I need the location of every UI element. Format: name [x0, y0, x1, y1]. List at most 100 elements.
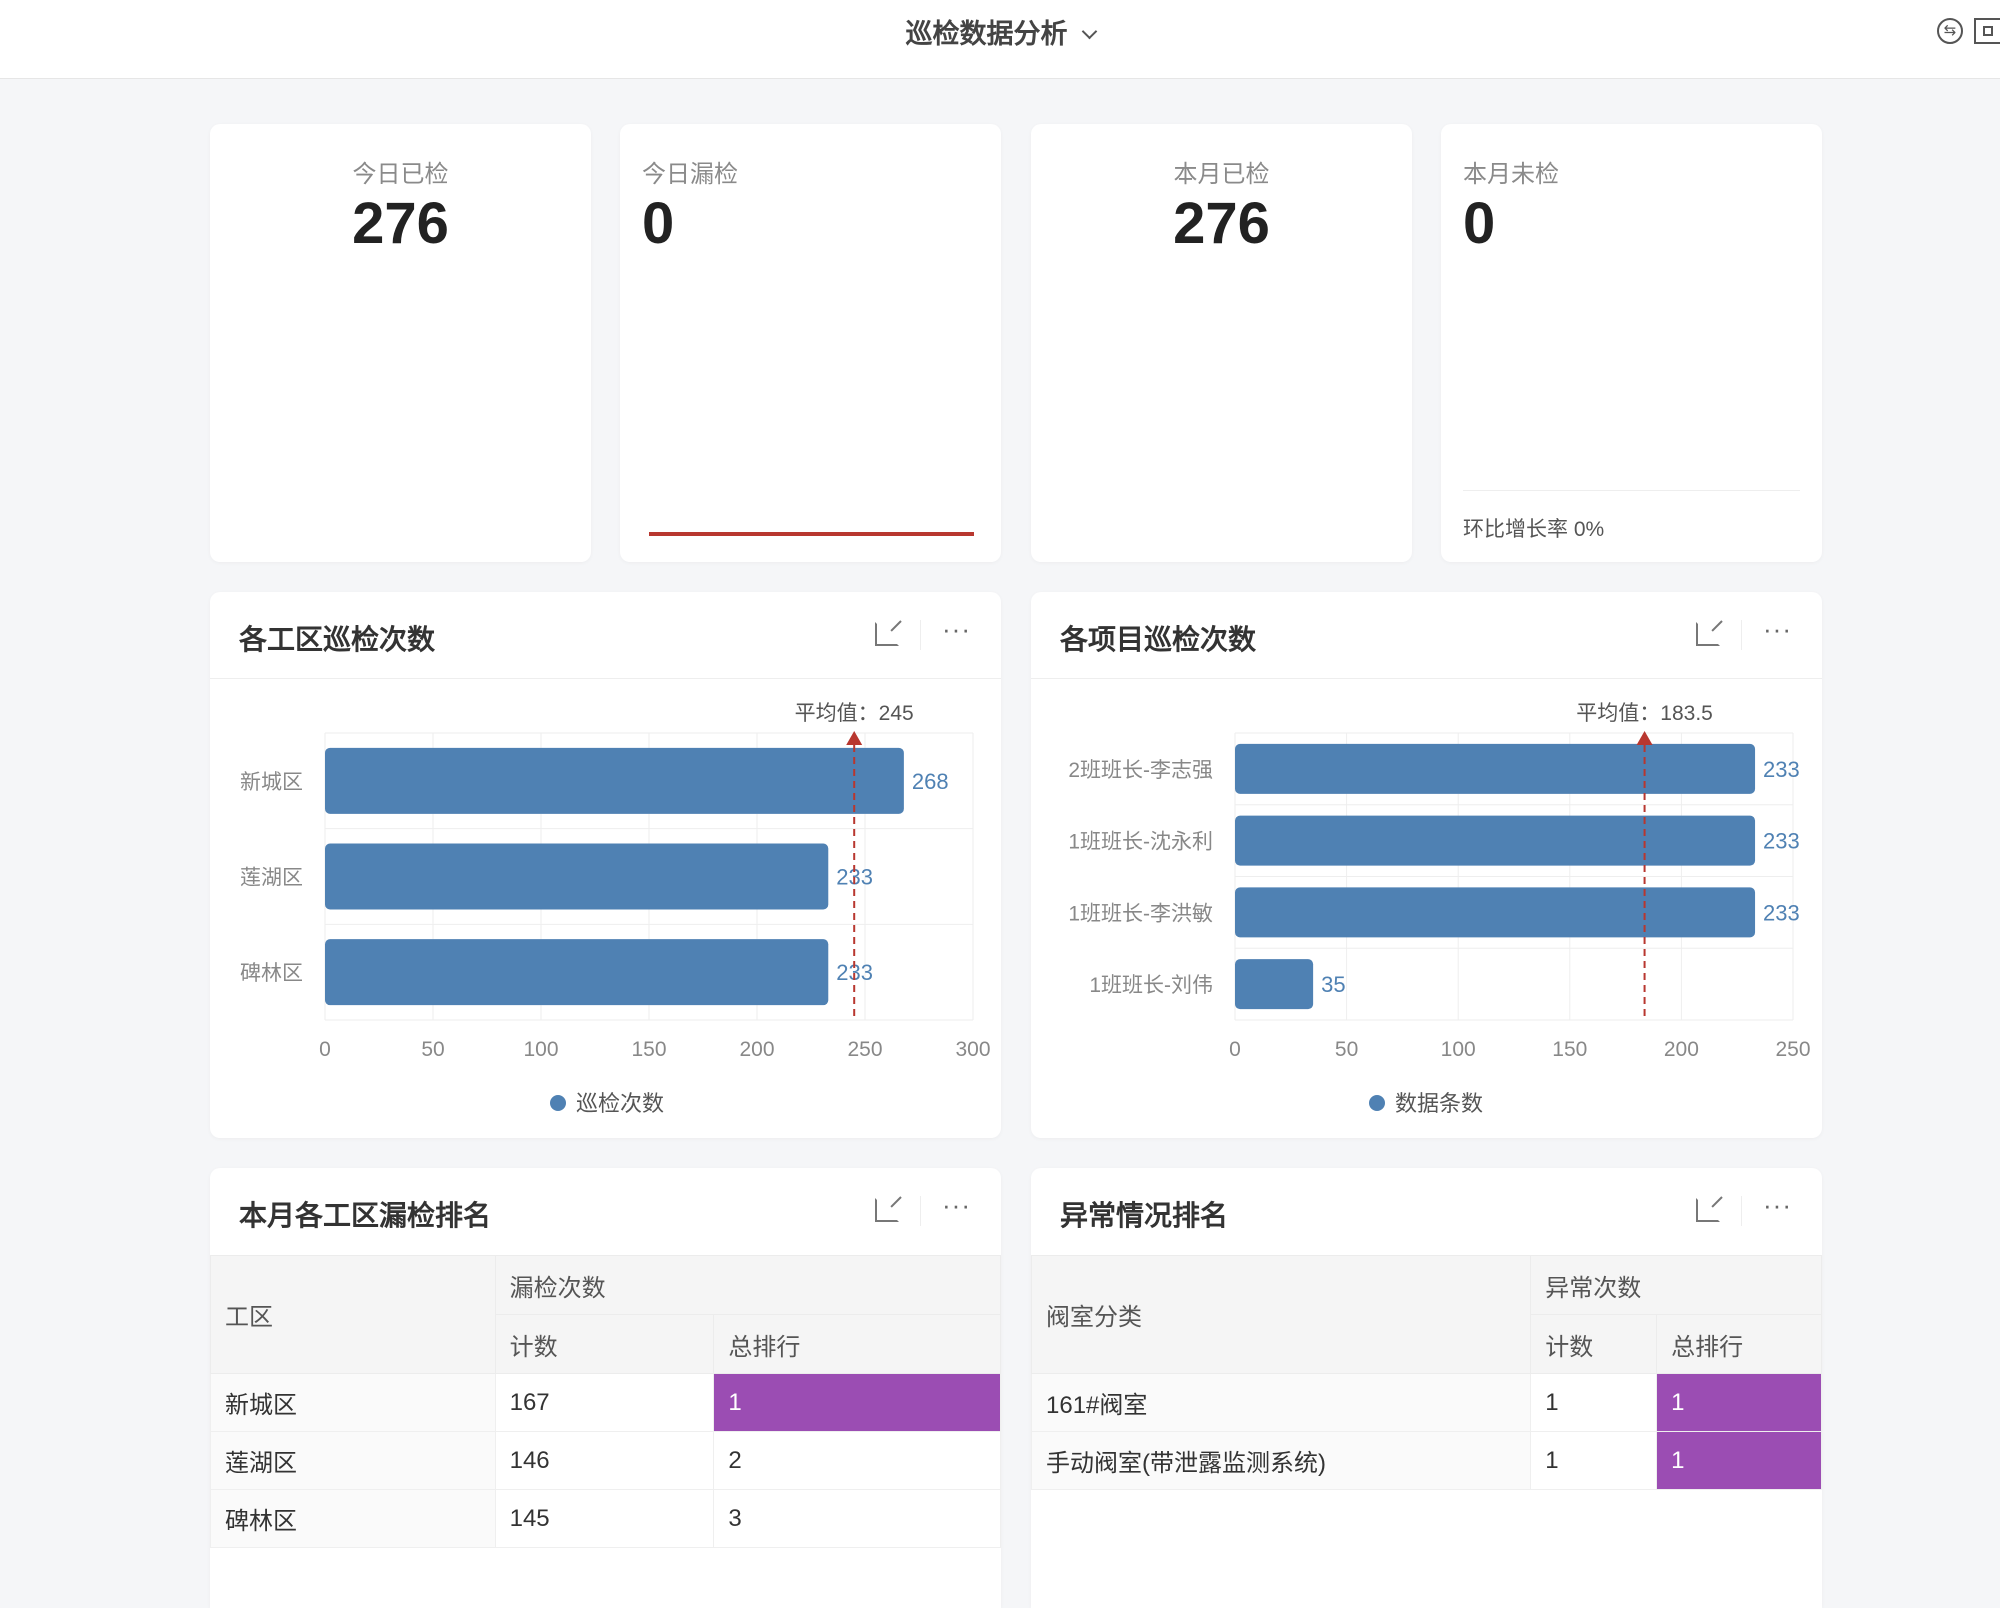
column-header[interactable]: 计数	[1530, 1314, 1658, 1374]
kpi-value: 276	[352, 191, 449, 256]
expand-icon[interactable]	[875, 622, 899, 646]
expand-icon[interactable]	[1696, 622, 1720, 646]
bar	[325, 939, 829, 1006]
chart-card-project: 各项目巡检次数 ··· 0 50 100 150 200 250 2班班长-李志强 233 1班…	[1031, 592, 1822, 1138]
more-icon[interactable]: ···	[1763, 1190, 1792, 1220]
column-header[interactable]: 总排行	[713, 1314, 1001, 1374]
x-tick-label: 100	[1441, 1038, 1476, 1061]
cell-rank: 1	[1656, 1431, 1822, 1490]
table-row: 碑林区 145 3	[210, 1489, 1001, 1548]
group-header: 异常次数	[1530, 1255, 1822, 1315]
legend-label: 巡检次数	[576, 1091, 664, 1116]
card-title: 各项目巡检次数	[1060, 624, 1257, 655]
cell-rank: 2	[713, 1431, 1001, 1490]
kpi-card-today-checked: 今日已检 276	[210, 124, 591, 562]
y-category-label: 新城区	[240, 771, 303, 794]
more-icon[interactable]: ···	[942, 614, 971, 644]
bar	[325, 843, 829, 910]
average-label: 平均值：245	[795, 702, 914, 725]
x-tick-label: 200	[739, 1038, 774, 1061]
x-tick-label: 250	[847, 1038, 882, 1061]
more-icon[interactable]: ···	[942, 1190, 971, 1220]
more-icon[interactable]: ···	[1763, 614, 1792, 644]
data-label: 233	[1763, 757, 1800, 782]
table-row: 莲湖区 146 2	[210, 1431, 1001, 1490]
bar	[1235, 815, 1756, 866]
average-label: 平均值：183.5	[1576, 702, 1713, 725]
x-tick-label: 50	[421, 1038, 444, 1061]
cell-name: 手动阀室(带泄露监测系统)	[1031, 1431, 1532, 1490]
column-header[interactable]: 计数	[494, 1314, 715, 1374]
kpi-card-month-checked: 本月已检 276	[1031, 124, 1412, 562]
kpi-label: 今日已检	[352, 161, 449, 188]
column-header: 工区	[210, 1255, 496, 1374]
fullscreen-icon[interactable]	[1974, 18, 2000, 44]
legend-label: 数据条数	[1395, 1091, 1483, 1116]
column-header[interactable]: 总排行	[1656, 1314, 1822, 1374]
average-arrow	[846, 731, 863, 745]
kpi-card-month-unchecked: 本月未检 0 环比增长率 0%	[1441, 124, 1822, 562]
y-category-label: 1班班长-李洪敏	[1068, 902, 1213, 925]
table-row: 新城区 167 1	[210, 1373, 1001, 1432]
kpi-value: 276	[1173, 191, 1270, 256]
x-tick-label: 0	[319, 1038, 331, 1061]
card-title: 本月各工区漏检排名	[239, 1200, 492, 1231]
cell-count: 145	[494, 1489, 715, 1548]
bar-chart: 0 50 100 150 200 250 2班班长-李志强 233 1班班长-沈永利 233 1班班…	[1068, 702, 1810, 1116]
switch-icon[interactable]: ⇆	[1937, 18, 1963, 44]
growth-rate: 环比增长率 0%	[1463, 518, 1605, 541]
card-title: 各工区巡检次数	[239, 624, 436, 655]
x-tick-label: 150	[631, 1038, 666, 1061]
cell-name: 碑林区	[210, 1489, 496, 1548]
cell-count: 1	[1530, 1431, 1658, 1490]
table-row: 161#阀室 1 1	[1031, 1373, 1822, 1432]
table-card-anomaly-ranking: 异常情况排名 ··· 阀室分类 异常次数 计数 总排行 161#阀室 1 1 手动阀室(带泄露…	[1031, 1168, 1822, 1608]
cell-name: 莲湖区	[210, 1431, 496, 1490]
kpi-value: 0	[642, 191, 675, 256]
kpi-value: 0	[1463, 191, 1496, 256]
expand-icon[interactable]	[875, 1198, 899, 1222]
cell-rank: 1	[713, 1373, 1001, 1432]
y-category-label: 碑林区	[240, 962, 303, 985]
table-row: 手动阀室(带泄露监测系统) 1 1	[1031, 1431, 1822, 1490]
cell-count: 167	[494, 1373, 715, 1432]
column-header: 阀室分类	[1031, 1255, 1532, 1374]
bar	[1235, 887, 1756, 938]
group-header: 漏检次数	[494, 1255, 1001, 1315]
cell-count: 1	[1530, 1373, 1658, 1432]
table-card-missed-ranking: 本月各工区漏检排名 ··· 工区 漏检次数 计数 总排行 新城区 167 1 莲湖区 146 2 碑…	[210, 1168, 1001, 1608]
divider	[1463, 490, 1800, 491]
card-title: 异常情况排名	[1060, 1200, 1229, 1231]
x-tick-label: 100	[523, 1038, 558, 1061]
x-tick-label: 250	[1775, 1038, 1810, 1061]
ranking-table: 阀室分类 异常次数 计数 总排行 161#阀室 1 1 手动阀室(带泄露监测系统) 1 1	[1031, 1255, 1822, 1490]
cell-rank: 1	[1656, 1373, 1822, 1432]
legend-marker	[1369, 1095, 1385, 1111]
dashboard-title-dropdown[interactable]: 巡检数据分析	[0, 12, 2000, 51]
chevron-down-icon	[1081, 23, 1097, 40]
trend-line	[649, 532, 974, 536]
y-category-label: 1班班长-沈永利	[1068, 831, 1213, 854]
data-label: 233	[1763, 829, 1800, 854]
data-label: 35	[1321, 972, 1345, 997]
data-label: 233	[1763, 900, 1800, 925]
x-tick-label: 0	[1229, 1038, 1241, 1061]
dashboard-title: 巡检数据分析	[905, 19, 1068, 49]
bar	[1235, 959, 1314, 1010]
cell-count: 146	[494, 1431, 715, 1490]
top-bar: 巡检数据分析 ⇆	[0, 0, 2000, 79]
kpi-label: 本月已检	[1173, 161, 1270, 188]
y-category-label: 1班班长-刘伟	[1089, 974, 1213, 997]
expand-icon[interactable]	[1696, 1198, 1720, 1222]
bar	[1235, 743, 1756, 794]
kpi-label: 今日漏检	[642, 161, 738, 188]
chart-card-district: 各工区巡检次数 ··· 0 50 100 150 200 250 300 新城区 268 莲湖区 2…	[210, 592, 1001, 1138]
y-category-label: 莲湖区	[240, 867, 303, 890]
ranking-table: 工区 漏检次数 计数 总排行 新城区 167 1 莲湖区 146 2 碑林区 145 3	[210, 1255, 1001, 1548]
cell-name: 新城区	[210, 1373, 496, 1432]
x-tick-label: 200	[1664, 1038, 1699, 1061]
kpi-card-today-missed: 今日漏检 0	[620, 124, 1001, 562]
data-label: 268	[912, 769, 949, 794]
y-category-label: 2班班长-李志强	[1068, 759, 1213, 782]
